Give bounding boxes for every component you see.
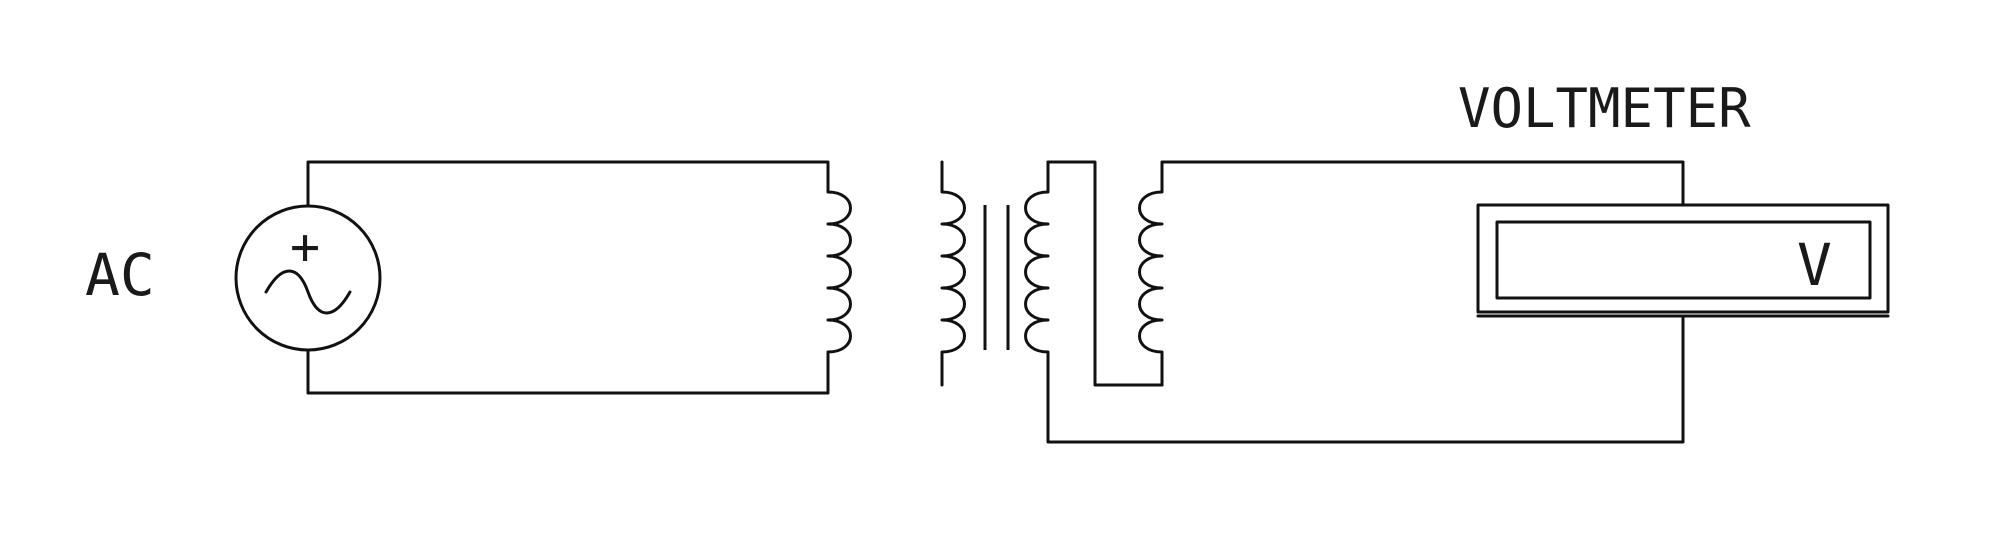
primary-coil-icon	[826, 168, 852, 364]
transformer-core-icon	[983, 205, 1010, 350]
voltmeter-symbol: V	[1797, 231, 1832, 299]
ac-source-icon: +	[234, 204, 382, 352]
secondary-bottom-wire	[1046, 315, 1685, 444]
sine-wave-icon	[264, 269, 352, 315]
secondary-top-wire	[1160, 160, 1685, 207]
secondary-coil-right-icon	[1138, 160, 1164, 387]
primary-bottom-wire	[306, 348, 830, 395]
ac-source-label: AC	[85, 241, 155, 309]
primary-top-wire	[306, 160, 830, 207]
secondary-series-link-wire	[1046, 160, 1164, 387]
secondary-coil-left-icon	[940, 160, 966, 387]
ac-source-plus: +	[290, 218, 320, 276]
voltmeter-label: VOLTMETER	[1458, 77, 1751, 140]
secondary-coil-center-icon	[1024, 160, 1050, 364]
voltmeter-icon: V	[1476, 203, 1890, 318]
